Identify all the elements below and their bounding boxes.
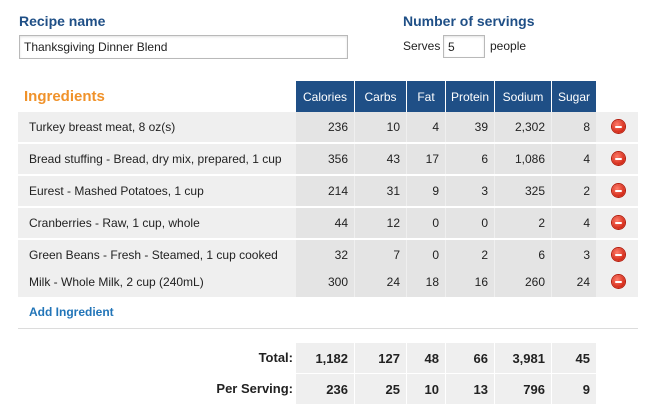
calories-cell: 44 [296,208,354,238]
protein-cell: 6 [446,144,494,174]
fat-cell: 0 [407,208,445,238]
per-serving-sodium: 796 [495,374,551,404]
carbs-cell: 43 [355,144,406,174]
remove-ingredient-button[interactable] [612,120,625,133]
table-row: Eurest - Mashed Potatoes, 1 cup 214 31 9… [18,175,638,207]
remove-ingredient-button[interactable] [612,248,625,261]
column-header-calories: Calories [296,81,354,112]
carbs-cell: 24 [355,267,406,297]
table-row: Milk - Whole Milk, 2 cup (240mL) 300 24 … [18,266,638,298]
sodium-cell: 2,302 [495,112,551,142]
minus-circle-icon [615,253,622,256]
sugar-cell: 4 [552,144,596,174]
sodium-cell: 6 [495,240,551,270]
recipe-name-label: Recipe name [19,13,106,29]
minus-circle-icon [615,157,622,160]
total-carbs: 127 [355,343,406,373]
sodium-cell: 2 [495,208,551,238]
minus-circle-icon [615,221,622,224]
column-header-sugar: Sugar [552,81,596,112]
carbs-cell: 7 [355,240,406,270]
column-header-carbs: Carbs [355,81,406,112]
column-header-fat: Fat [407,81,445,112]
servings-input[interactable] [443,35,485,58]
total-sugar: 45 [552,343,596,373]
carbs-cell: 31 [355,176,406,206]
per-serving-fat: 10 [407,374,445,404]
sugar-cell: 3 [552,240,596,270]
calories-cell: 214 [296,176,354,206]
sodium-cell: 325 [495,176,551,206]
remove-ingredient-button[interactable] [612,184,625,197]
sugar-cell: 24 [552,267,596,297]
per-serving-protein: 13 [446,374,494,404]
table-row: Turkey breast meat, 8 oz(s) 236 10 4 39 … [18,111,638,143]
protein-cell: 0 [446,208,494,238]
per-serving-sugar: 9 [552,374,596,404]
protein-cell: 3 [446,176,494,206]
protein-cell: 39 [446,112,494,142]
calories-cell: 32 [296,240,354,270]
total-label: Total: [258,350,293,365]
ingredient-name: Eurest - Mashed Potatoes, 1 cup [29,184,204,198]
minus-circle-icon [615,189,622,192]
sodium-cell: 260 [495,267,551,297]
ingredient-name: Green Beans - Fresh - Steamed, 1 cup coo… [29,248,278,262]
total-calories: 1,182 [296,343,354,373]
per-serving-carbs: 25 [355,374,406,404]
calories-cell: 300 [296,267,354,297]
serves-suffix: people [490,39,527,53]
carbs-cell: 10 [355,112,406,142]
remove-ingredient-button[interactable] [612,216,625,229]
fat-cell: 9 [407,176,445,206]
minus-circle-icon [615,280,622,283]
remove-ingredient-button[interactable] [612,275,625,288]
minus-circle-icon [615,125,622,128]
table-row: Green Beans - Fresh - Steamed, 1 cup coo… [18,239,638,271]
per-serving-label: Per Serving: [216,381,293,396]
carbs-cell: 12 [355,208,406,238]
section-divider [18,328,638,329]
sugar-cell: 2 [552,176,596,206]
servings-label: Number of servings [403,13,535,29]
ingredient-name: Cranberries - Raw, 1 cup, whole [29,216,200,230]
column-header-sodium: Sodium [495,81,551,112]
protein-cell: 2 [446,240,494,270]
sugar-cell: 8 [552,112,596,142]
table-row: Cranberries - Raw, 1 cup, whole 44 12 0 … [18,207,638,239]
per-serving-calories: 236 [296,374,354,404]
total-fat: 48 [407,343,445,373]
sugar-cell: 4 [552,208,596,238]
ingredient-name: Bread stuffing - Bread, dry mix, prepare… [29,152,282,166]
ingredients-title: Ingredients [24,88,105,105]
calories-cell: 236 [296,112,354,142]
total-protein: 66 [446,343,494,373]
serves-prefix: Serves [403,39,441,53]
ingredient-name: Milk - Whole Milk, 2 cup (240mL) [29,275,204,289]
add-ingredient-link[interactable]: Add Ingredient [29,305,114,319]
fat-cell: 0 [407,240,445,270]
fat-cell: 18 [407,267,445,297]
calories-cell: 356 [296,144,354,174]
table-row: Bread stuffing - Bread, dry mix, prepare… [18,143,638,175]
column-header-protein: Protein [446,81,494,112]
recipe-name-input[interactable] [19,35,348,59]
protein-cell: 16 [446,267,494,297]
sodium-cell: 1,086 [495,144,551,174]
fat-cell: 17 [407,144,445,174]
remove-ingredient-button[interactable] [612,152,625,165]
fat-cell: 4 [407,112,445,142]
ingredient-name: Turkey breast meat, 8 oz(s) [29,120,176,134]
total-sodium: 3,981 [495,343,551,373]
